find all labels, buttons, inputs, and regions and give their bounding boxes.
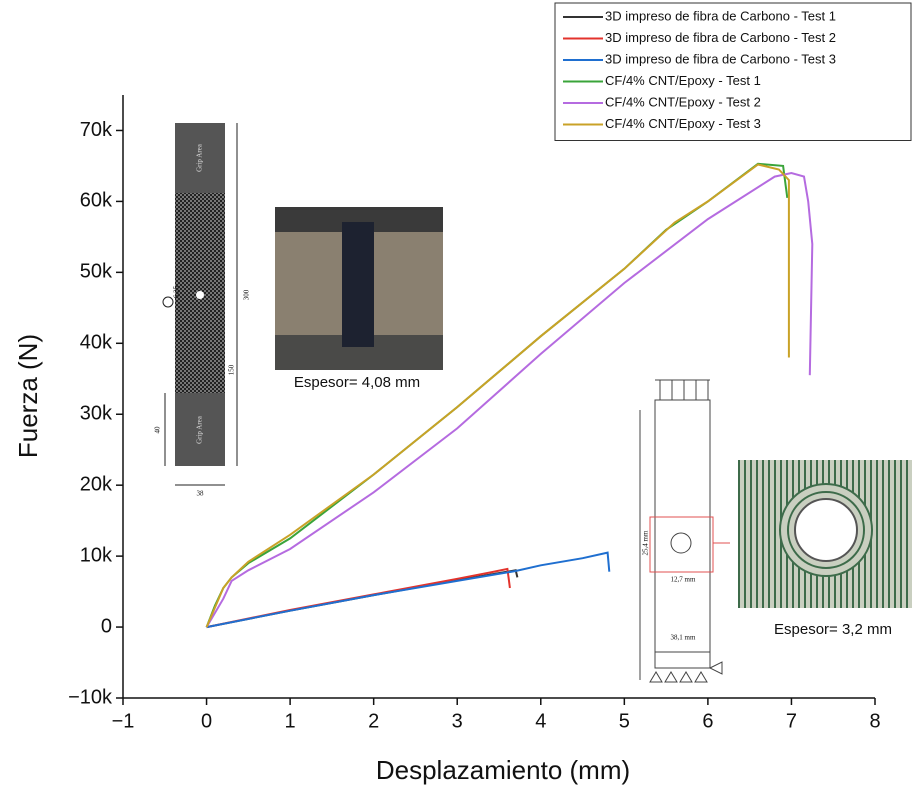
- inset-label: 300: [243, 289, 251, 300]
- x-tick-label: 2: [368, 710, 379, 732]
- x-tick-label: 8: [869, 710, 880, 732]
- y-tick-label: 60k: [80, 190, 113, 212]
- legend-label: CF/4% CNT/Epoxy - Test 3: [605, 116, 761, 131]
- line-series: [206, 551, 611, 629]
- inset-label: 40: [154, 426, 162, 434]
- micrograph: [738, 460, 912, 608]
- inset-label: 38: [197, 490, 205, 498]
- line-series: [205, 163, 790, 628]
- legend-label: CF/4% CNT/Epoxy - Test 1: [605, 73, 761, 88]
- y-tick-label: −10k: [68, 686, 113, 708]
- specimen-drawing: [639, 379, 730, 683]
- legend-label: 3D impreso de fibra de Carbono - Test 1: [605, 8, 836, 23]
- x-tick-label: 4: [535, 710, 546, 732]
- legend-box: [554, 2, 912, 141]
- line-series: [205, 171, 814, 628]
- inset-label: Grip Area: [196, 143, 204, 172]
- legend-label: 3D impreso de fibra de Carbono - Test 3: [605, 51, 836, 66]
- inset-label: 38,1 mm: [671, 634, 696, 642]
- annotation: Espesor= 3,2 mm: [774, 621, 892, 638]
- x-tick-label: 3: [452, 710, 463, 732]
- photo: [275, 207, 443, 370]
- y-tick-label: 40k: [80, 332, 113, 354]
- y-tick-label: 30k: [80, 403, 113, 425]
- y-tick-label: 50k: [80, 261, 113, 283]
- y-tick-label: 20k: [80, 473, 113, 495]
- inset-label: Grip Area: [196, 415, 204, 444]
- annotation: Espesor= 4,08 mm: [294, 374, 420, 391]
- inset-label: 150: [228, 364, 236, 375]
- y-tick-label: 70k: [80, 119, 113, 141]
- x-tick-label: −1: [112, 710, 135, 732]
- x-tick-label: 1: [285, 710, 296, 732]
- y-axis-title: Fuerza (N): [13, 334, 43, 458]
- y-tick-label: 0: [101, 615, 112, 637]
- legend-label: CF/4% CNT/Epoxy - Test 2: [605, 94, 761, 109]
- legend-label: 3D impreso de fibra de Carbono - Test 2: [605, 30, 836, 45]
- x-tick-label: 0: [201, 710, 212, 732]
- y-tick-label: 10k: [80, 544, 113, 566]
- inset-label: 6,25: [173, 285, 181, 298]
- x-tick-label: 6: [702, 710, 713, 732]
- inset-label: 25,4 mm: [642, 530, 650, 555]
- x-tick-label: 5: [619, 710, 630, 732]
- inset-label: 12,7 mm: [671, 576, 696, 584]
- x-tick-label: 7: [786, 710, 797, 732]
- x-axis-title: Desplazamiento (mm): [376, 755, 630, 785]
- specimen-drawing: Grip Area Grip Area 300 150 40 38 6,25: [154, 123, 251, 498]
